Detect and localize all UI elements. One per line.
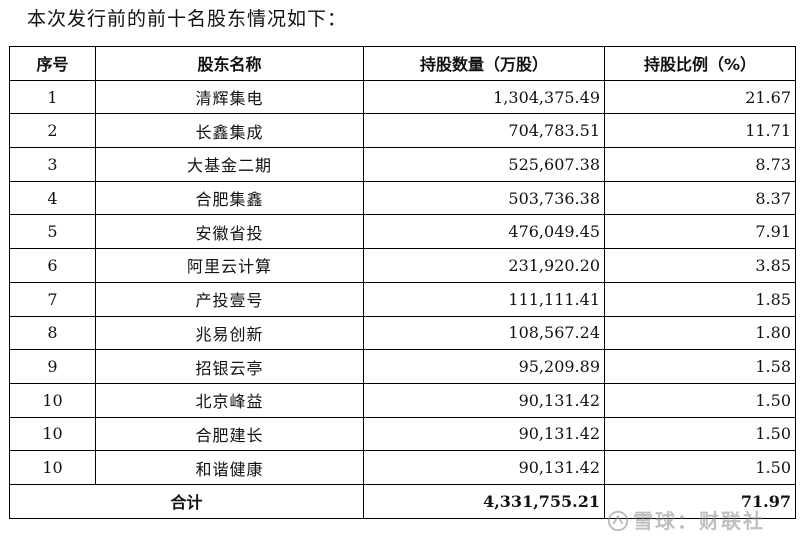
total-ratio: 71.97 [604, 483, 796, 519]
row-index: 1 [9, 79, 96, 115]
table-row: 10 合肥建长 90,131.42 1.50 [9, 416, 796, 452]
table-row: 1 清辉集电 1,304,375.49 21.67 [9, 79, 796, 115]
row-ratio: 7.91 [604, 214, 796, 250]
row-shares: 111,111.41 [363, 281, 605, 317]
total-shares: 4,331,755.21 [363, 483, 605, 519]
table-row: 10 北京峰益 90,131.42 1.50 [9, 382, 796, 418]
row-ratio: 8.73 [604, 147, 796, 182]
row-ratio: 1.85 [604, 281, 796, 317]
row-index: 8 [9, 315, 96, 351]
row-index: 10 [9, 382, 96, 418]
row-index: 4 [9, 180, 96, 216]
row-index: 10 [9, 416, 96, 452]
row-name: 长鑫集成 [95, 113, 364, 149]
row-ratio: 21.67 [604, 79, 796, 115]
row-shares: 90,131.42 [363, 416, 605, 452]
row-name: 大基金二期 [95, 147, 364, 182]
row-name: 产投壹号 [95, 281, 364, 317]
row-ratio: 1.80 [604, 315, 796, 351]
row-shares: 704,783.51 [363, 113, 605, 149]
row-shares: 503,736.38 [363, 180, 605, 216]
header-ratio: 持股比例（%） [604, 46, 796, 81]
row-ratio: 11.71 [604, 113, 796, 149]
table-row: 7 产投壹号 111,111.41 1.85 [9, 281, 796, 317]
row-shares: 476,049.45 [363, 214, 605, 250]
row-shares: 231,920.20 [363, 248, 605, 283]
row-shares: 90,131.42 [363, 450, 605, 485]
row-name: 安徽省投 [95, 214, 364, 250]
row-name: 兆易创新 [95, 315, 364, 351]
intro-text: 本次发行前的前十名股东情况如下： [27, 8, 348, 30]
row-index: 9 [9, 349, 96, 384]
header-name: 股东名称 [95, 46, 364, 81]
row-name: 阿里云计算 [95, 248, 364, 283]
row-shares: 525,607.38 [363, 147, 605, 182]
row-ratio: 1.50 [604, 382, 796, 418]
row-shares: 90,131.42 [363, 382, 605, 418]
header-index: 序号 [9, 46, 96, 81]
row-name: 和谐健康 [95, 450, 364, 485]
total-label: 合计 [9, 483, 364, 519]
row-index: 3 [9, 147, 96, 182]
row-name: 合肥建长 [95, 416, 364, 452]
table-row: 4 合肥集鑫 503,736.38 8.37 [9, 180, 796, 216]
row-shares: 108,567.24 [363, 315, 605, 351]
row-index: 2 [9, 113, 96, 149]
row-shares: 95,209.89 [363, 349, 605, 384]
table-row: 6 阿里云计算 231,920.20 3.85 [9, 248, 796, 283]
table-row: 3 大基金二期 525,607.38 8.73 [9, 147, 796, 182]
row-name: 北京峰益 [95, 382, 364, 418]
row-index: 5 [9, 214, 96, 250]
row-ratio: 8.37 [604, 180, 796, 216]
row-name: 清辉集电 [95, 79, 364, 115]
row-name: 合肥集鑫 [95, 180, 364, 216]
row-index: 7 [9, 281, 96, 317]
row-name: 招银云亭 [95, 349, 364, 384]
row-shares: 1,304,375.49 [363, 79, 605, 115]
row-ratio: 1.58 [604, 349, 796, 384]
top-ten-shareholders-table: 序号 股东名称 持股数量（万股） 持股比例（%） 1 清辉集电 1,304,37… [9, 46, 796, 519]
table-row: 2 长鑫集成 704,783.51 11.71 [9, 113, 796, 149]
row-ratio: 3.85 [604, 248, 796, 283]
row-index: 6 [9, 248, 96, 283]
header-shares: 持股数量（万股） [363, 46, 605, 81]
table-row: 5 安徽省投 476,049.45 7.91 [9, 214, 796, 250]
total-row: 合计 4,331,755.21 71.97 [9, 483, 796, 519]
table-row: 9 招银云亭 95,209.89 1.58 [9, 349, 796, 384]
row-ratio: 1.50 [604, 416, 796, 452]
table-row: 10 和谐健康 90,131.42 1.50 [9, 450, 796, 485]
table-header-row: 序号 股东名称 持股数量（万股） 持股比例（%） [9, 46, 796, 81]
row-index: 10 [9, 450, 96, 485]
row-ratio: 1.50 [604, 450, 796, 485]
table-row: 8 兆易创新 108,567.24 1.80 [9, 315, 796, 351]
